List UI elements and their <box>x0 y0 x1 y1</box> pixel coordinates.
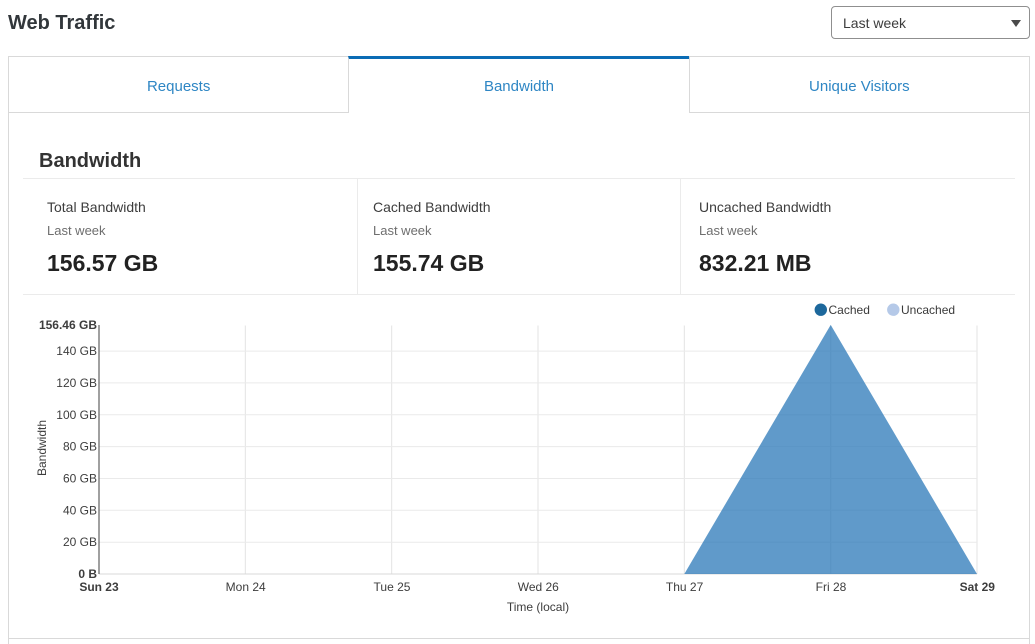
svg-text:120 GB: 120 GB <box>56 376 97 390</box>
svg-text:Fri 28: Fri 28 <box>816 580 847 594</box>
svg-text:156.46 GB: 156.46 GB <box>39 318 97 332</box>
svg-text:Time (local): Time (local) <box>507 600 569 614</box>
svg-text:Mon 24: Mon 24 <box>226 580 266 594</box>
svg-text:80 GB: 80 GB <box>63 440 97 454</box>
svg-text:Thu 27: Thu 27 <box>666 580 704 594</box>
svg-text:60 GB: 60 GB <box>63 472 97 486</box>
svg-text:40 GB: 40 GB <box>63 503 97 517</box>
svg-text:Tue 25: Tue 25 <box>374 580 411 594</box>
svg-text:Sun 23: Sun 23 <box>79 580 119 594</box>
svg-text:20 GB: 20 GB <box>63 535 97 549</box>
svg-text:140 GB: 140 GB <box>56 344 97 358</box>
svg-text:Sat 29: Sat 29 <box>960 580 996 594</box>
svg-text:Uncached: Uncached <box>901 303 955 317</box>
svg-text:Cached: Cached <box>829 303 870 317</box>
svg-text:0 B: 0 B <box>78 567 97 581</box>
svg-text:Wed 26: Wed 26 <box>518 580 559 594</box>
svg-text:100 GB: 100 GB <box>56 408 97 422</box>
svg-text:Bandwidth: Bandwidth <box>35 420 49 476</box>
